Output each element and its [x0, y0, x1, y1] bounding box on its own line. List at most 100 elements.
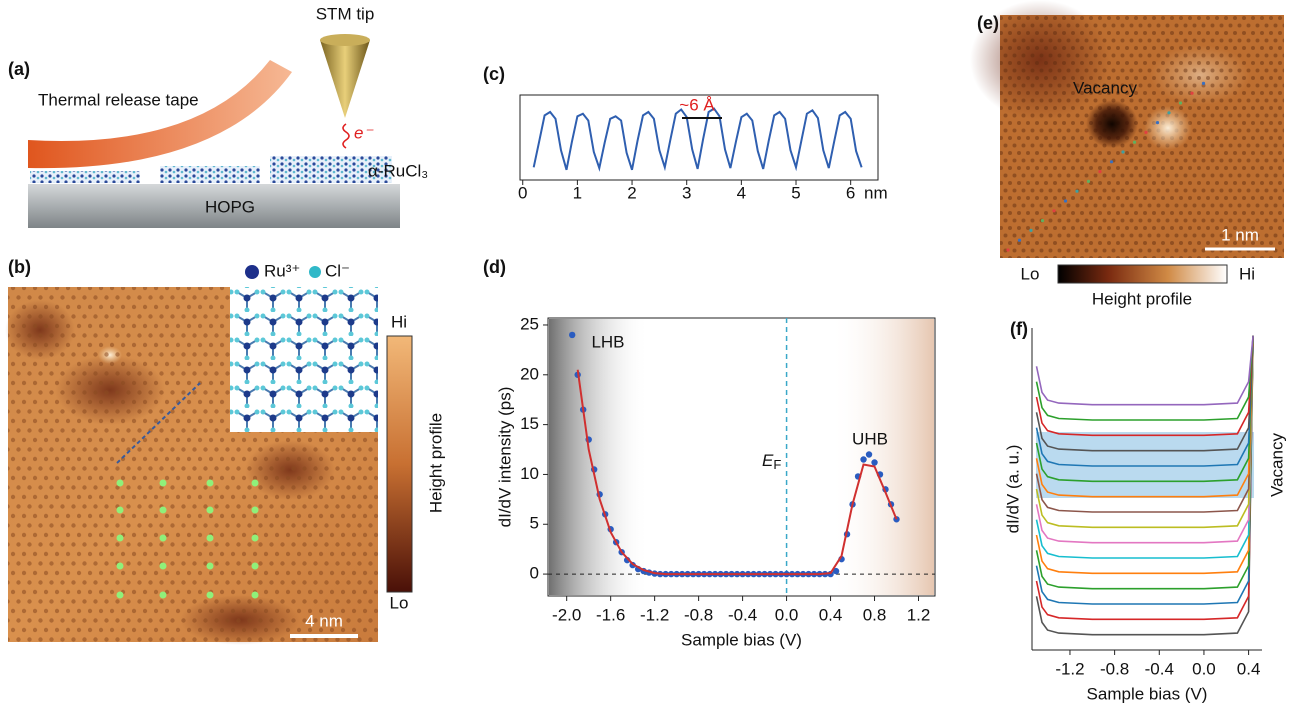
- line: [1035, 335, 1254, 483]
- electron-label: e⁻: [354, 123, 374, 142]
- line: [532, 107, 863, 172]
- star: [206, 591, 214, 599]
- panel-label: (a): [8, 59, 30, 79]
- tip-label: STM tip: [316, 4, 375, 23]
- line: [1035, 335, 1254, 605]
- substrate: [28, 184, 400, 228]
- colorbar-low: Lo: [390, 593, 409, 612]
- dot: [1075, 189, 1079, 193]
- x-tick-label: 0.0: [775, 605, 799, 624]
- dot: [1167, 111, 1171, 115]
- sample-label: α-RuCl₃: [368, 161, 428, 180]
- dot: [1190, 91, 1194, 95]
- line: [1035, 335, 1254, 498]
- line: [1035, 335, 1254, 437]
- x-tick-label: -1.6: [596, 605, 625, 624]
- star: [159, 534, 167, 542]
- flake: [30, 171, 140, 183]
- vacancy: [1086, 100, 1138, 148]
- star: [116, 506, 124, 514]
- star: [206, 534, 214, 542]
- star: [251, 534, 259, 542]
- x-tick-label: -0.8: [1100, 659, 1129, 678]
- line: [1035, 335, 1254, 544]
- dot: [1109, 160, 1114, 164]
- y-tick-label: 5: [530, 514, 539, 533]
- x-tick-label: -1.2: [640, 605, 669, 624]
- profile-dots: [1006, 81, 1206, 252]
- star: [159, 506, 167, 514]
- line: [1035, 335, 1254, 452]
- point: [568, 331, 576, 339]
- star: [159, 591, 167, 599]
- scale-label: 4 nm: [305, 611, 343, 630]
- line: [1035, 335, 1254, 529]
- x-tick-label: 0.8: [863, 605, 887, 624]
- dot: [1040, 219, 1045, 223]
- line: [1035, 335, 1254, 575]
- x-tick-label: 2: [627, 183, 636, 202]
- scale-label: 1 nm: [1221, 225, 1259, 244]
- dot: [1155, 121, 1160, 125]
- x-tick-label: 5: [791, 183, 800, 202]
- x-tick-label: -0.8: [684, 605, 713, 624]
- star-markers: [116, 479, 259, 599]
- x-axis-label: Sample bias (V): [1087, 684, 1208, 703]
- y-tick-label: 0: [530, 564, 539, 583]
- x-tick-label: 0: [518, 183, 527, 202]
- star: [251, 506, 259, 514]
- star: [206, 479, 214, 487]
- ion-label: Ru³⁺: [264, 261, 300, 280]
- fit-line: [576, 369, 898, 576]
- structure-inset: [230, 287, 378, 432]
- star: [251, 591, 259, 599]
- x-tick-label: 0.4: [1237, 659, 1261, 678]
- point: [871, 459, 878, 466]
- star: [116, 534, 124, 542]
- dot: [1017, 238, 1022, 242]
- star: [251, 479, 259, 487]
- ion-marker: [309, 266, 321, 278]
- profile-line: [116, 382, 201, 464]
- period-label: ~6 Å: [679, 95, 715, 114]
- line: [1035, 335, 1254, 513]
- x-tick-label: 3: [682, 183, 691, 202]
- dot: [1144, 130, 1148, 134]
- tape-label: Thermal release tape: [38, 90, 199, 109]
- line: [1035, 335, 1254, 467]
- y-axis-label: dI/dV (a. u.): [1003, 445, 1022, 534]
- y-tick-label: 10: [520, 464, 539, 483]
- dot: [1063, 199, 1068, 203]
- flake: [160, 166, 260, 183]
- x-tick-label: 4: [737, 183, 746, 202]
- colorbar-high: Hi: [391, 312, 407, 331]
- dot: [1029, 228, 1033, 232]
- colorbar-low: Lo: [1021, 264, 1040, 283]
- dot: [1121, 150, 1125, 154]
- dot: [1086, 179, 1091, 183]
- x-tick-label: -0.4: [728, 605, 757, 624]
- x-tick-label: 1: [573, 183, 582, 202]
- star: [206, 562, 214, 570]
- x-tick-label: 1.2: [907, 605, 931, 624]
- y-tick-label: 15: [520, 414, 539, 433]
- lhb-label: LHB: [591, 332, 624, 351]
- line: [1035, 335, 1254, 406]
- line: [1035, 335, 1254, 621]
- star: [206, 506, 214, 514]
- x-tick-label: 0.4: [819, 605, 843, 624]
- x-tick-label: 6: [846, 183, 855, 202]
- star: [116, 479, 124, 487]
- y-tick-label: 20: [520, 364, 539, 383]
- star: [159, 562, 167, 570]
- vacancy-label: Vacancy: [1267, 433, 1286, 497]
- panel-label: (f): [1010, 319, 1028, 339]
- dot: [1178, 101, 1183, 105]
- dot: [1006, 248, 1010, 252]
- point: [865, 451, 873, 458]
- star: [116, 591, 124, 599]
- flake: [270, 156, 392, 183]
- dot: [1098, 170, 1102, 174]
- ef-subscript: F: [773, 457, 781, 472]
